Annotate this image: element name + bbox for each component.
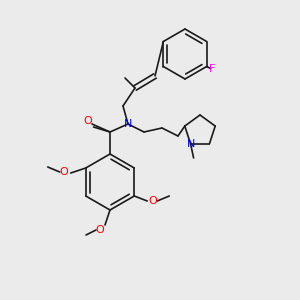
Text: O: O	[149, 196, 158, 206]
Text: O: O	[84, 116, 92, 126]
Text: N: N	[124, 119, 132, 129]
Text: N: N	[186, 139, 195, 149]
Text: O: O	[96, 225, 104, 235]
Text: O: O	[59, 167, 68, 177]
Text: F: F	[208, 64, 215, 74]
